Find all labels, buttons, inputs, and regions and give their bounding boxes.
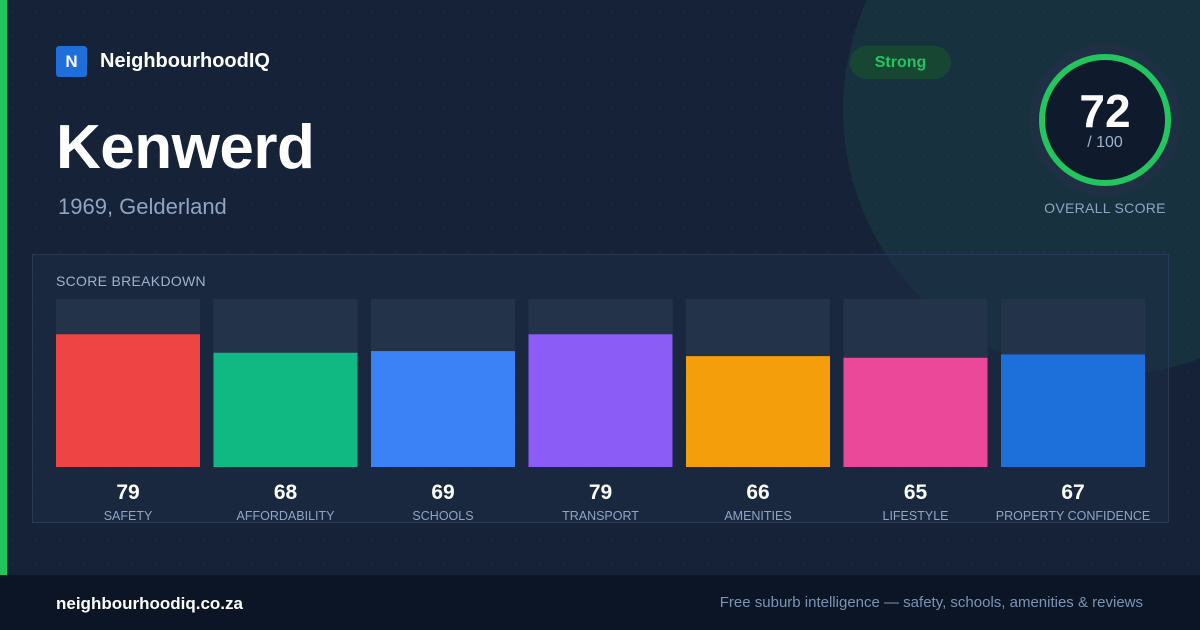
bar-value-affordability: 68 [274, 481, 298, 504]
accent-bar [0, 0, 7, 575]
bar-label-property-confidence: PROPERTY CONFIDENCE [996, 509, 1150, 523]
bar-value-amenities: 66 [746, 481, 769, 504]
bar-amenities [686, 356, 830, 467]
card-canvas: N NeighbourhoodIQ Kenwerd 1969, Gelderla… [0, 0, 1200, 575]
score-breakdown-panel: SCORE BREAKDOWN 79 SAFETY 68 AFFORDABILITY 6… [32, 254, 1169, 523]
overall-score-value: 72 [1079, 85, 1130, 137]
bar-value-schools: 69 [431, 481, 454, 504]
suburb-location: 1969, Gelderland [58, 194, 227, 219]
bar-label-lifestyle: LIFESTYLE [883, 509, 949, 523]
bar-safety [56, 334, 200, 467]
brand-logo-icon: N [56, 46, 87, 77]
overall-score-ring: 72 / 100 [1029, 44, 1181, 196]
bar-value-safety: 79 [116, 481, 139, 504]
overall-score-max: / 100 [1087, 134, 1123, 151]
breakdown-title: SCORE BREAKDOWN [56, 273, 206, 289]
bar-transport [528, 334, 673, 467]
footer-url-link[interactable]: neighbourhoodiq.co.za [56, 594, 243, 613]
bar-lifestyle [843, 357, 988, 467]
bar-property-confidence [1001, 354, 1145, 467]
bar-value-property-confidence: 67 [1061, 481, 1084, 504]
suburb-name: Kenwerd [56, 113, 315, 182]
brand[interactable]: N NeighbourhoodIQ [56, 46, 270, 77]
bar-label-transport: TRANSPORT [562, 509, 639, 523]
bar-value-transport: 79 [589, 481, 612, 504]
bar-label-amenities: AMENITIES [724, 509, 791, 523]
score-breakdown-chart: 79 SAFETY 68 AFFORDABILITY 69 SCHOOLS 79 TRANSP… [56, 299, 1150, 523]
bar-label-safety: SAFETY [104, 509, 153, 523]
status-badge: Strong [850, 46, 951, 79]
bar-schools [371, 351, 515, 467]
bar-label-affordability: AFFORDABILITY [237, 509, 336, 523]
overall-score-label: OVERALL SCORE [1044, 200, 1166, 216]
bar-affordability [213, 352, 358, 467]
score-ring-progress [1039, 54, 1171, 186]
bar-value-lifestyle: 65 [904, 481, 928, 504]
footer-tagline: Free suburb intelligence — safety, schoo… [719, 594, 1143, 611]
footer: neighbourhoodiq.co.za Free suburb intell… [0, 575, 1200, 630]
bar-label-schools: SCHOOLS [412, 509, 473, 523]
brand-name: NeighbourhoodIQ [100, 50, 270, 72]
